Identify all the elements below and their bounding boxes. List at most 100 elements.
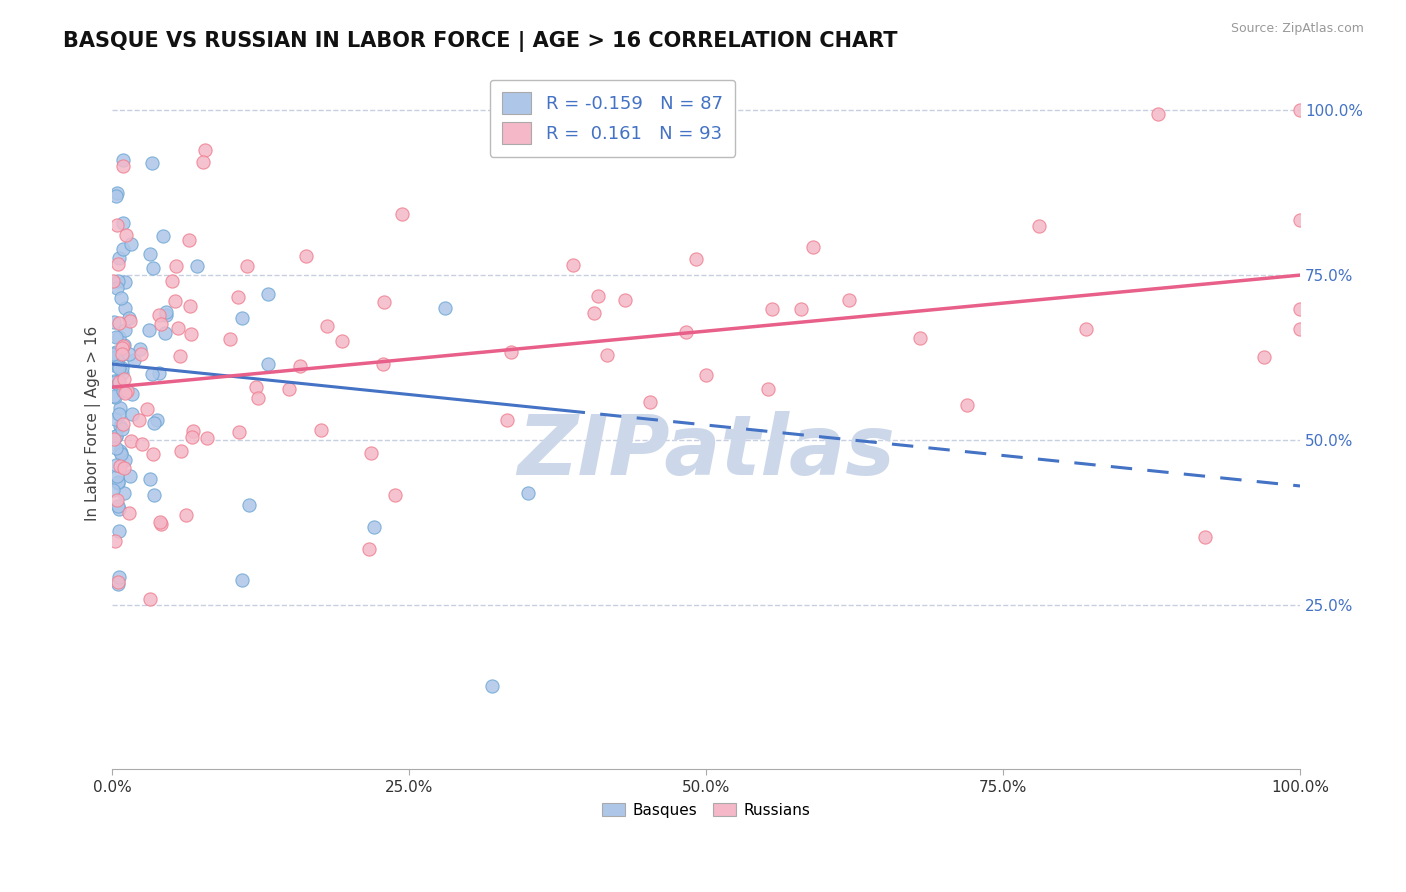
Point <box>103 315 125 329</box>
Point <box>165 260 187 274</box>
Point <box>108 347 131 361</box>
Point <box>360 445 382 459</box>
Point <box>141 367 163 381</box>
Point <box>107 475 129 489</box>
Point <box>107 377 129 392</box>
Point <box>155 308 177 322</box>
Point <box>108 330 131 344</box>
Point <box>1146 107 1168 121</box>
Point <box>169 350 191 364</box>
Point <box>111 422 134 436</box>
Point <box>433 301 456 315</box>
Point <box>104 458 127 473</box>
Point <box>138 472 160 486</box>
Point <box>803 240 825 254</box>
Point <box>357 541 380 556</box>
Point <box>104 375 127 389</box>
Point <box>152 229 174 244</box>
Point <box>231 573 253 587</box>
Point <box>104 390 127 404</box>
Point <box>120 469 142 483</box>
Point <box>1289 212 1312 227</box>
Point <box>165 293 187 308</box>
Point <box>288 359 311 373</box>
Point <box>117 506 139 520</box>
Point <box>363 520 385 534</box>
Point <box>107 257 129 271</box>
Point <box>761 301 783 316</box>
Point <box>103 433 125 447</box>
Point <box>105 442 128 456</box>
Point <box>136 401 159 416</box>
Point <box>246 392 269 406</box>
Point <box>110 291 132 305</box>
Point <box>128 413 150 427</box>
Point <box>114 386 136 401</box>
Point <box>1028 219 1050 234</box>
Point <box>1253 350 1275 364</box>
Point <box>277 382 299 396</box>
Point <box>309 423 332 437</box>
Point <box>105 330 128 344</box>
Point <box>562 258 585 272</box>
Point <box>231 311 253 326</box>
Point <box>1289 322 1312 336</box>
Point <box>120 236 142 251</box>
Text: ZIPatlas: ZIPatlas <box>517 410 896 491</box>
Point <box>149 516 172 531</box>
Point <box>316 318 339 333</box>
Point <box>139 246 162 260</box>
Point <box>121 387 143 401</box>
Point <box>167 321 190 335</box>
Point <box>756 382 779 396</box>
Point <box>111 160 134 174</box>
Point <box>155 305 177 319</box>
Point <box>112 372 135 386</box>
Point <box>257 357 280 371</box>
Point <box>481 679 503 693</box>
Point <box>104 429 127 443</box>
Point <box>118 346 141 360</box>
Point <box>107 352 129 367</box>
Point <box>139 592 162 607</box>
Point <box>111 153 134 167</box>
Point <box>111 417 134 431</box>
Point <box>638 394 661 409</box>
Point <box>108 444 131 458</box>
Point <box>1194 530 1216 544</box>
Point <box>112 460 135 475</box>
Point <box>177 233 200 247</box>
Point <box>112 242 135 256</box>
Point <box>238 499 260 513</box>
Point <box>101 346 124 360</box>
Point <box>245 380 267 394</box>
Point <box>105 493 128 508</box>
Point <box>120 434 142 449</box>
Point <box>143 416 166 430</box>
Point <box>675 325 697 339</box>
Point <box>108 407 131 421</box>
Point <box>142 260 165 275</box>
Point <box>150 317 173 331</box>
Point <box>107 501 129 516</box>
Point <box>1289 302 1312 317</box>
Legend: Basques, Russians: Basques, Russians <box>596 797 817 824</box>
Point <box>108 401 131 415</box>
Point <box>256 286 278 301</box>
Point <box>107 274 129 288</box>
Point <box>107 500 129 514</box>
Point <box>195 432 218 446</box>
Point <box>131 436 153 450</box>
Point <box>104 189 127 203</box>
Point <box>108 316 131 330</box>
Point <box>107 359 129 373</box>
Point <box>371 357 394 371</box>
Point <box>105 186 128 200</box>
Point <box>114 275 136 289</box>
Point <box>112 486 135 500</box>
Point <box>180 327 202 342</box>
Point <box>149 515 172 529</box>
Point <box>118 314 141 328</box>
Point <box>105 281 128 295</box>
Point <box>179 299 201 313</box>
